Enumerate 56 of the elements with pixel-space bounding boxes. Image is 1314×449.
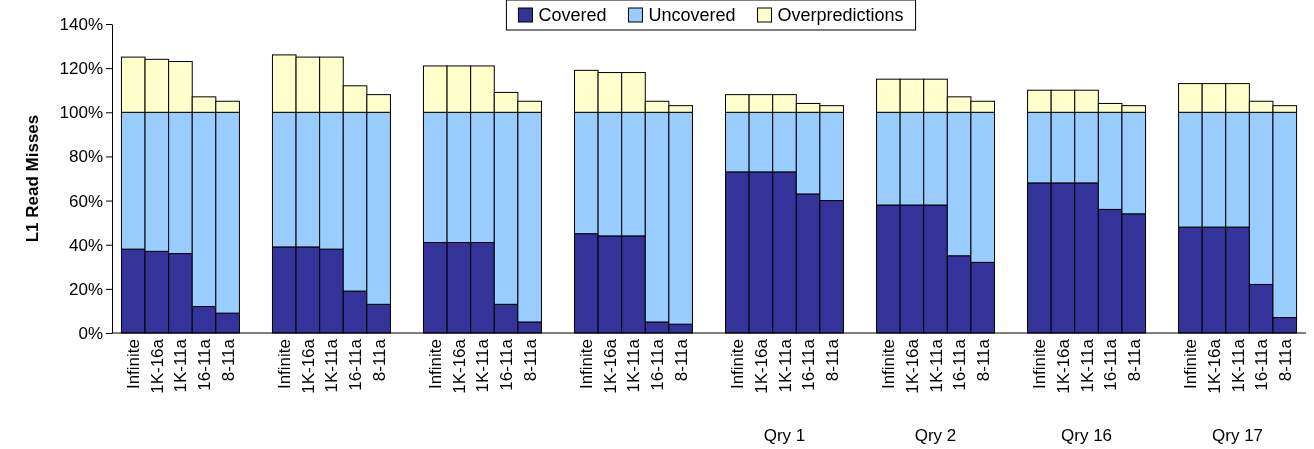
- legend-label: Uncovered: [648, 5, 736, 25]
- legend-label: Covered: [538, 5, 607, 25]
- x-tick-label: 16-11a: [497, 338, 517, 391]
- x-tick-label: 1K-11a: [322, 338, 342, 393]
- x-tick-label: 8-11a: [1275, 338, 1295, 382]
- x-tick-label: 1K-16a: [1053, 338, 1073, 394]
- x-tick-label: 1K-11a: [926, 338, 946, 393]
- x-tick-label: 1K-11a: [473, 338, 493, 393]
- x-tick-label: Infinite: [1181, 339, 1201, 390]
- x-tick-label: 1K-11a: [624, 338, 644, 393]
- x-tick-label: 16-11a: [346, 338, 366, 391]
- x-tick-label: 8-11a: [671, 338, 691, 382]
- x-tick-label: Infinite: [728, 339, 748, 390]
- x-tick-label: 1K-16a: [600, 338, 620, 394]
- text: Qry 1: [763, 426, 806, 445]
- text: Qry 16: [1061, 426, 1113, 445]
- x-tick-label: Infinite: [124, 339, 144, 390]
- y-axis-title: L1 Read Misses: [23, 114, 42, 243]
- x-tick-label: 8-11a: [218, 338, 238, 382]
- x-tick-label: 1K-11a: [171, 338, 191, 393]
- x-tick-label: 16-11a: [950, 338, 970, 391]
- x-tick-label: 16-11a: [1101, 338, 1121, 391]
- x-tick-label: 1K-16a: [147, 338, 167, 394]
- x-tick-label: 8-11a: [973, 338, 993, 382]
- x-tick-label: 16-11a: [648, 338, 668, 391]
- x-tick-label: 8-11a: [520, 338, 540, 382]
- y-tick-label: 40%: [68, 235, 103, 255]
- x-tick-label: 8-11a: [369, 338, 389, 382]
- text: Qry 17: [1212, 426, 1264, 445]
- x-tick-label: 1K-11a: [1228, 338, 1248, 393]
- y-tick-label: 100%: [59, 103, 103, 123]
- x-tick-label: 1K-16a: [1204, 338, 1224, 394]
- x-tick-label: 1K-11a: [775, 338, 795, 393]
- x-tick-label: 16-11a: [799, 338, 819, 391]
- y-tick-label: 140%: [59, 14, 103, 34]
- x-tick-label: Infinite: [577, 339, 597, 390]
- y-tick-label: 60%: [68, 191, 103, 211]
- x-tick-label: 8-11a: [1124, 338, 1144, 382]
- x-tick-label: Infinite: [426, 339, 446, 390]
- x-tick-label: 8-11a: [822, 338, 842, 382]
- y-tick-label: 80%: [68, 147, 103, 167]
- x-tick-label: Infinite: [275, 339, 295, 390]
- x-tick-label: 1K-16a: [902, 338, 922, 394]
- legend-label: Overpredictions: [777, 5, 904, 25]
- y-tick-label: 120%: [59, 59, 103, 79]
- x-tick-label: 1K-16a: [298, 338, 318, 394]
- x-tick-label: 1K-16a: [449, 338, 469, 394]
- x-tick-label: Infinite: [1030, 339, 1050, 390]
- x-tick-label: Infinite: [879, 339, 899, 390]
- x-tick-label: 16-11a: [195, 338, 215, 391]
- x-tick-label: 1K-11a: [1077, 338, 1097, 393]
- text: Qry 2: [914, 426, 957, 445]
- y-tick-label: 0%: [78, 323, 103, 343]
- x-tick-label: 16-11a: [1252, 338, 1272, 391]
- x-tick-label: 1K-16a: [751, 338, 771, 394]
- y-tick-label: 20%: [68, 279, 103, 299]
